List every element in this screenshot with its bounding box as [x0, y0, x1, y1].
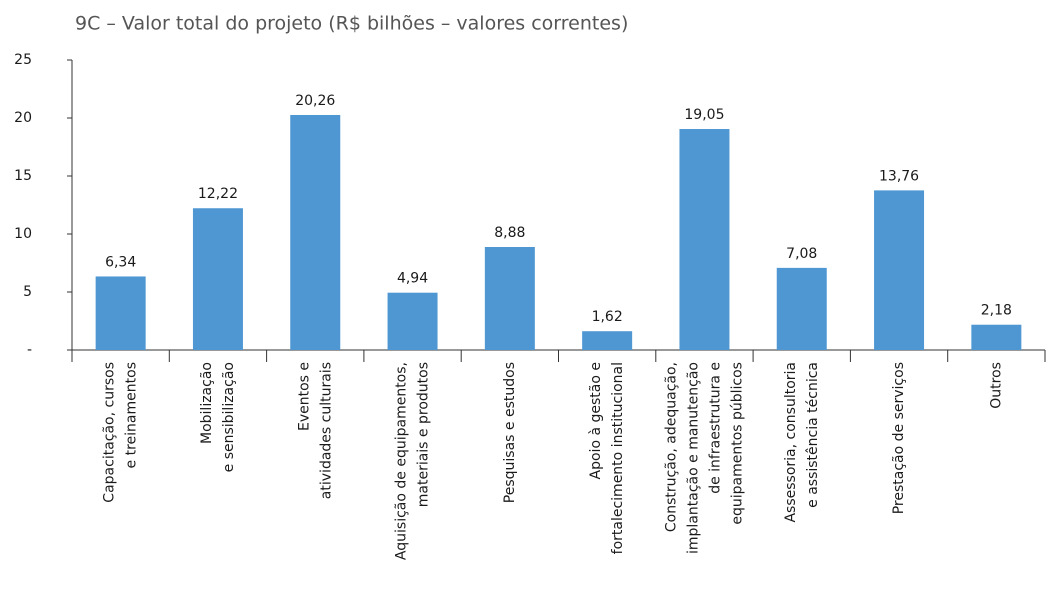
- x-tick-label: Capacitação, cursos e treinamentos: [102, 362, 140, 503]
- x-tick-label-line: Apoio à gestão e: [588, 362, 604, 479]
- bar: [192, 208, 243, 350]
- y-tick-label: 10: [14, 226, 32, 242]
- x-tick-label-line: Assessoria, consultoria: [783, 362, 799, 523]
- value-label: 6,34: [105, 254, 136, 270]
- x-tick-label: Outros: [988, 362, 1004, 409]
- x-tick-label-line: e sensibilização: [221, 362, 237, 472]
- bar: [290, 114, 341, 350]
- x-tick-label-line: Prestação de serviços: [891, 362, 907, 514]
- y-tick-label: 15: [14, 168, 32, 184]
- y-tick-label: -: [27, 342, 32, 358]
- x-tick-label-line: implantação e manutenção: [685, 362, 701, 554]
- x-tick-label-line: materiais e produtos: [416, 362, 432, 507]
- bar: [582, 331, 633, 350]
- x-tick-label-line: Outros: [988, 362, 1004, 409]
- value-label: 2,18: [981, 303, 1012, 319]
- x-tick-label-line: Construção, adequação,: [663, 362, 679, 532]
- x-tick-label-line: fortalecimento institucional: [610, 362, 626, 554]
- x-tick-label: Pesquisas e estudos: [502, 362, 518, 503]
- x-tick-label-line: Capacitação, cursos: [102, 362, 118, 503]
- x-tick-label-line: Mobilização: [199, 362, 215, 444]
- value-label: 1,62: [592, 309, 623, 325]
- bar: [971, 324, 1022, 350]
- x-tick-label-line: Pesquisas e estudos: [502, 362, 518, 503]
- value-label: 19,05: [684, 107, 724, 123]
- bar: [874, 190, 925, 350]
- x-tick-label-line: equipamentos públicos: [729, 362, 745, 525]
- x-tick-label-line: Aquisição de equipamentos,: [394, 362, 410, 560]
- x-tick-label-line: e treinamentos: [124, 362, 140, 468]
- x-tick-label-line: de infraestrutura e: [707, 362, 723, 494]
- x-tick-label: Assessoria, consultoria e assistência téc…: [783, 362, 821, 523]
- x-tick-label: Construção, adequação, implantação e manu…: [663, 362, 745, 554]
- x-tick-label: Mobilização e sensibilização: [199, 362, 237, 472]
- x-tick-label-line: atividades culturais: [318, 362, 334, 499]
- bar: [776, 267, 827, 350]
- x-tick-label: Apoio à gestão e fortalecimento instituci…: [588, 362, 626, 554]
- bar: [679, 129, 730, 350]
- y-tick-label: 5: [23, 284, 32, 300]
- value-label: 4,94: [397, 271, 428, 287]
- bar: [484, 246, 535, 350]
- value-label: 20,26: [295, 93, 335, 109]
- value-label: 12,22: [198, 186, 238, 202]
- value-label: 13,76: [879, 168, 919, 184]
- x-tick-label: Prestação de serviços: [891, 362, 907, 514]
- x-tick-label-line: e assistência técnica: [805, 362, 821, 508]
- x-tick-label-line: Eventos e: [296, 362, 312, 431]
- x-tick-label: Aquisição de equipamentos, materiais e pr…: [394, 362, 432, 560]
- value-label: 7,08: [786, 246, 817, 262]
- bar: [387, 292, 438, 350]
- x-tick-label: Eventos e atividades culturais: [296, 362, 334, 499]
- bar: [95, 276, 146, 350]
- chart-title: 9C – Valor total do projeto (R$ bilhões …: [75, 13, 628, 35]
- y-tick-label: 25: [14, 52, 32, 68]
- value-label: 8,88: [494, 225, 525, 241]
- y-tick-label: 20: [14, 110, 32, 126]
